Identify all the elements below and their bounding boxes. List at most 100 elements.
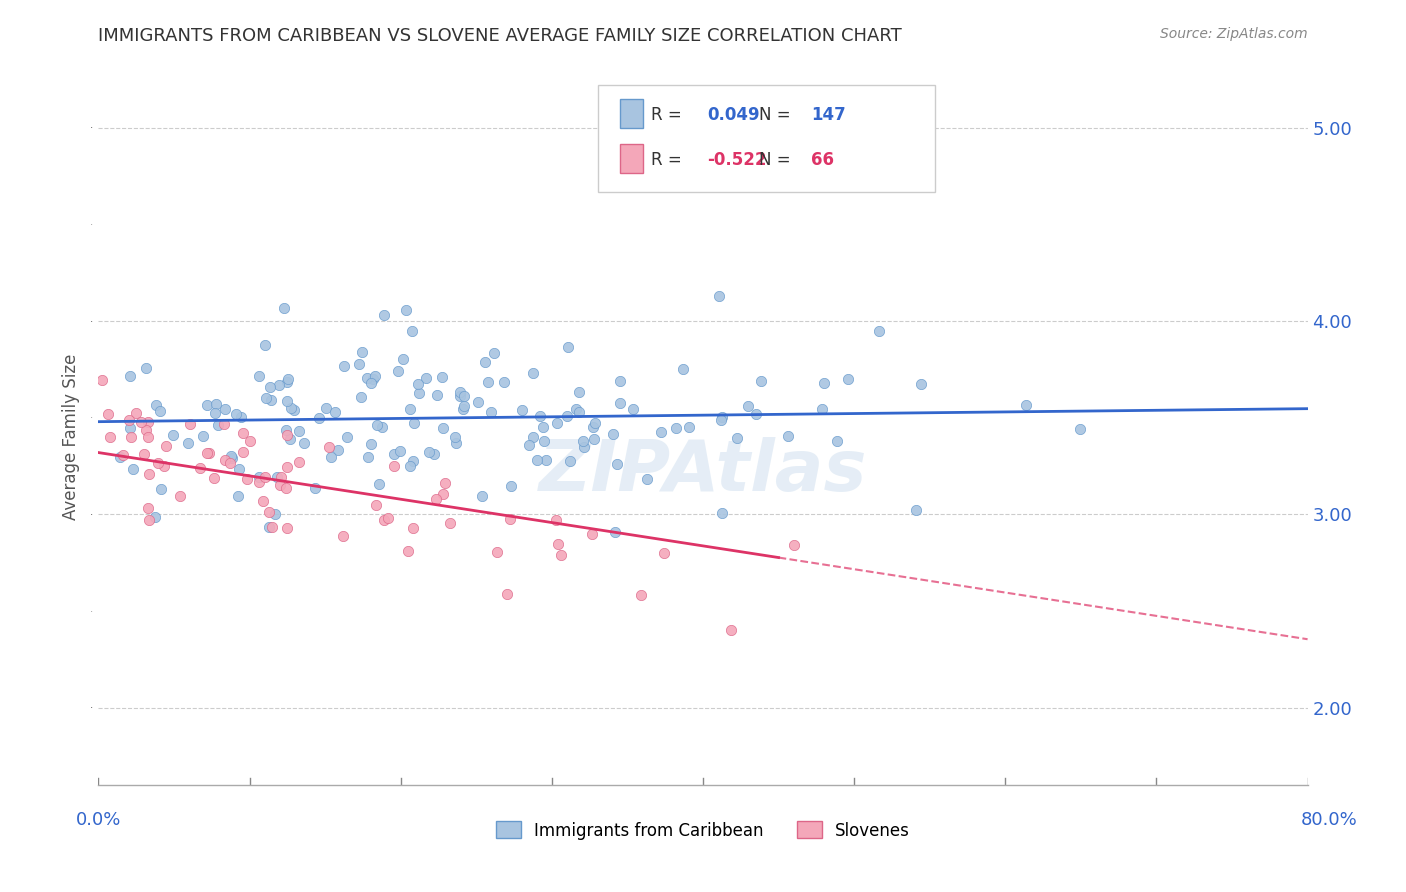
Immigrants from Caribbean <box>526 452 548 467</box>
Immigrants from Caribbean <box>415 371 437 385</box>
Immigrants from Caribbean <box>398 459 420 474</box>
Slovenes <box>214 417 236 431</box>
Slovenes <box>276 460 298 475</box>
Immigrants from Caribbean <box>226 489 249 503</box>
Immigrants from Caribbean <box>193 429 215 443</box>
Slovenes <box>499 512 522 526</box>
Immigrants from Caribbean <box>583 416 606 430</box>
Slovenes <box>432 487 454 501</box>
Slovenes <box>547 537 569 551</box>
Slovenes <box>132 447 155 461</box>
Immigrants from Caribbean <box>360 437 382 451</box>
Immigrants from Caribbean <box>247 469 270 483</box>
Slovenes <box>169 489 191 503</box>
Slovenes <box>239 434 262 448</box>
Immigrants from Caribbean <box>392 352 415 367</box>
Immigrants from Caribbean <box>195 398 218 412</box>
Slovenes <box>214 453 236 467</box>
Immigrants from Caribbean <box>260 392 283 407</box>
Immigrants from Caribbean <box>811 401 834 416</box>
Slovenes <box>146 457 169 471</box>
Immigrants from Caribbean <box>207 417 229 432</box>
Immigrants from Caribbean <box>253 337 276 351</box>
Slovenes <box>252 494 274 508</box>
Slovenes <box>232 425 254 440</box>
Slovenes <box>247 475 270 489</box>
Slovenes <box>262 520 284 534</box>
Immigrants from Caribbean <box>574 440 596 454</box>
Immigrants from Caribbean <box>522 366 544 380</box>
Slovenes <box>232 444 254 458</box>
Text: 66: 66 <box>811 151 834 169</box>
Immigrants from Caribbean <box>609 396 631 410</box>
Immigrants from Caribbean <box>387 364 409 378</box>
Immigrants from Caribbean <box>710 413 733 427</box>
Immigrants from Caribbean <box>555 409 578 423</box>
Slovenes <box>783 538 806 552</box>
Immigrants from Caribbean <box>323 405 346 419</box>
Immigrants from Caribbean <box>276 394 298 409</box>
Slovenes <box>318 440 340 454</box>
Text: Source: ZipAtlas.com: Source: ZipAtlas.com <box>1160 27 1308 41</box>
Immigrants from Caribbean <box>319 450 342 464</box>
Immigrants from Caribbean <box>287 424 309 438</box>
Slovenes <box>720 623 742 637</box>
Text: 80.0%: 80.0% <box>1301 811 1357 829</box>
Immigrants from Caribbean <box>725 431 748 445</box>
Immigrants from Caribbean <box>177 436 200 450</box>
Immigrants from Caribbean <box>370 420 392 434</box>
Immigrants from Caribbean <box>432 421 454 435</box>
Immigrants from Caribbean <box>277 371 299 385</box>
Legend: Immigrants from Caribbean, Slovenes: Immigrants from Caribbean, Slovenes <box>489 814 917 847</box>
Immigrants from Caribbean <box>395 303 418 318</box>
Immigrants from Caribbean <box>546 416 568 430</box>
Immigrants from Caribbean <box>449 385 471 400</box>
Slovenes <box>652 546 675 560</box>
Immigrants from Caribbean <box>621 401 644 416</box>
Immigrants from Caribbean <box>254 391 277 405</box>
Immigrants from Caribbean <box>665 421 688 435</box>
Immigrants from Caribbean <box>143 509 166 524</box>
Immigrants from Caribbean <box>401 324 423 338</box>
Slovenes <box>202 471 225 485</box>
Slovenes <box>434 476 457 491</box>
Immigrants from Caribbean <box>328 443 350 458</box>
Immigrants from Caribbean <box>444 436 467 450</box>
Immigrants from Caribbean <box>477 375 499 389</box>
Slovenes <box>135 423 157 437</box>
Immigrants from Caribbean <box>384 447 406 461</box>
Immigrants from Caribbean <box>304 481 326 495</box>
Slovenes <box>138 467 160 481</box>
Immigrants from Caribbean <box>1069 422 1091 436</box>
Immigrants from Caribbean <box>204 406 226 420</box>
Immigrants from Caribbean <box>636 472 658 486</box>
Immigrants from Caribbean <box>565 401 588 416</box>
Immigrants from Caribbean <box>449 389 471 403</box>
Immigrants from Caribbean <box>259 519 281 533</box>
Slovenes <box>288 455 311 469</box>
Slovenes <box>425 491 447 506</box>
Immigrants from Caribbean <box>425 388 447 402</box>
Slovenes <box>496 587 519 601</box>
Immigrants from Caribbean <box>418 445 440 459</box>
Immigrants from Caribbean <box>650 425 672 439</box>
Slovenes <box>136 430 159 444</box>
Immigrants from Caribbean <box>399 402 422 417</box>
Immigrants from Caribbean <box>402 454 425 468</box>
Immigrants from Caribbean <box>557 340 579 354</box>
Immigrants from Caribbean <box>910 377 932 392</box>
Slovenes <box>131 415 153 429</box>
Immigrants from Caribbean <box>259 380 281 394</box>
Immigrants from Caribbean <box>122 461 145 475</box>
Immigrants from Caribbean <box>408 376 430 391</box>
Slovenes <box>111 448 134 462</box>
Slovenes <box>188 460 211 475</box>
Slovenes <box>179 417 201 431</box>
Immigrants from Caribbean <box>904 503 927 517</box>
Immigrants from Caribbean <box>135 361 157 376</box>
Y-axis label: Average Family Size: Average Family Size <box>62 354 80 520</box>
Slovenes <box>198 446 221 460</box>
Immigrants from Caribbean <box>350 344 373 359</box>
Slovenes <box>219 456 242 470</box>
Text: R =: R = <box>651 106 688 124</box>
